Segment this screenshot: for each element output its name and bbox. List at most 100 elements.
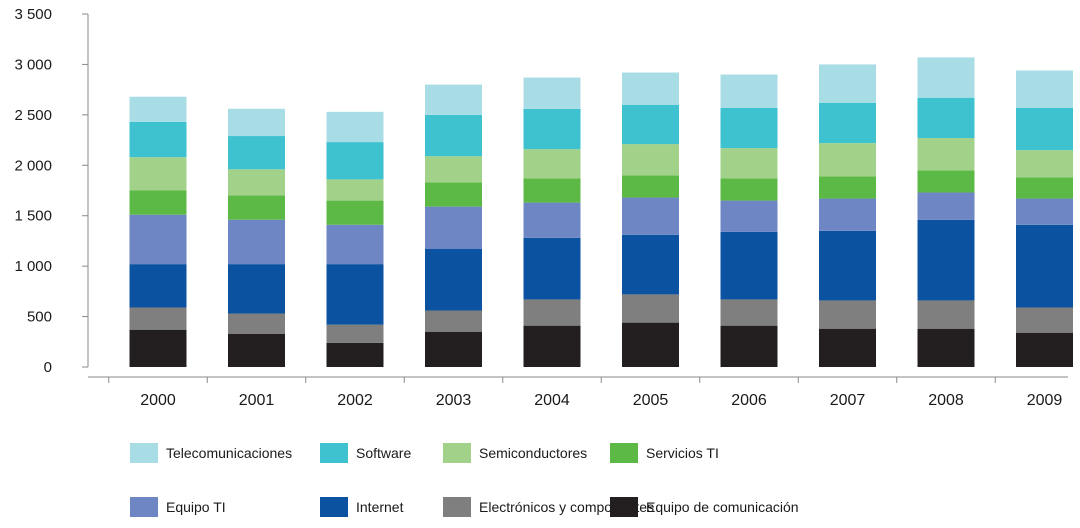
bar-segment-internet — [129, 264, 187, 308]
legend-swatch-electronicos-y-componentes — [443, 497, 471, 517]
bar-segment-equipo-ti — [228, 219, 285, 265]
bar-segment-semiconductores — [129, 157, 187, 191]
bar-segment-electronicos-y-componentes — [129, 307, 187, 330]
bar-segment-telecomunicaciones — [1016, 70, 1073, 108]
bar-segment-servicios-ti — [228, 195, 285, 220]
bar-segment-semiconductores — [819, 143, 876, 177]
x-tick-label: 2008 — [928, 392, 964, 409]
bar-segment-equipo-ti — [129, 214, 187, 265]
bar-segment-servicios-ti — [129, 190, 187, 215]
bar-segment-servicios-ti — [720, 178, 778, 201]
bars — [129, 57, 1073, 367]
y-axis: 0 500 1 000 1 500 2 000 2 500 3 000 3 500 — [14, 6, 89, 376]
bar-segment-equipo-de-comunicacion — [326, 342, 384, 367]
bar-segment-internet — [622, 234, 679, 295]
bar-segment-servicios-ti — [819, 176, 876, 199]
bar-segment-internet — [425, 248, 482, 311]
legend-swatch-internet — [320, 497, 348, 517]
bar-segment-semiconductores — [1016, 150, 1073, 178]
legend-label-software: Software — [356, 445, 411, 461]
bar-segment-equipo-de-comunicacion — [1016, 332, 1073, 367]
y-tick-label: 3 000 — [14, 56, 52, 73]
bar-segment-electronicos-y-componentes — [425, 310, 482, 332]
bar-segment-semiconductores — [425, 156, 482, 183]
legend-label-semiconductores: Semiconductores — [479, 445, 587, 461]
bar-segment-equipo-de-comunicacion — [720, 325, 778, 367]
bar-segment-electronicos-y-componentes — [917, 300, 975, 329]
bar-segment-telecomunicaciones — [917, 57, 975, 98]
bar-segment-internet — [819, 230, 876, 301]
legend-swatch-telecomunicaciones — [130, 443, 158, 463]
bar-segment-software — [228, 136, 285, 170]
x-tick-label: 2002 — [337, 392, 373, 409]
x-axis: 2000 2001 2002 2003 2004 2005 2006 2007 2008 2009 — [88, 376, 1068, 409]
bar-segment-software — [819, 102, 876, 144]
legend-label-telecomunicaciones: Telecomunicaciones — [166, 445, 292, 461]
x-tick-label: 2009 — [1027, 392, 1063, 409]
bar-segment-equipo-ti — [523, 202, 581, 238]
x-tick-label: 2000 — [140, 392, 176, 409]
bar-segment-telecomunicaciones — [523, 77, 581, 109]
legend-swatch-equipo-ti — [130, 497, 158, 517]
legend-label-servicios-ti: Servicios TI — [646, 445, 719, 461]
legend-label-internet: Internet — [356, 499, 404, 515]
legend-swatch-servicios-ti — [610, 443, 638, 463]
bar-segment-servicios-ti — [622, 175, 679, 198]
bar-segment-semiconductores — [326, 179, 384, 201]
bar-segment-internet — [917, 219, 975, 301]
bar-segment-equipo-de-comunicacion — [819, 328, 876, 367]
bar-segment-internet — [228, 264, 285, 314]
y-tick-label: 0 — [44, 359, 52, 376]
bar-segment-equipo-ti — [917, 192, 975, 220]
bar-segment-equipo-ti — [326, 224, 384, 265]
bar-segment-equipo-de-comunicacion — [917, 328, 975, 367]
bar-segment-software — [326, 142, 384, 180]
bar-segment-electronicos-y-componentes — [622, 294, 679, 323]
legend: Telecomunicaciones Software Semiconductore… — [130, 443, 799, 517]
bar-segment-telecomunicaciones — [425, 84, 482, 115]
bar-segment-equipo-de-comunicacion — [622, 322, 679, 367]
y-tick-label: 1 500 — [14, 208, 52, 225]
legend-swatch-software — [320, 443, 348, 463]
bar-segment-semiconductores — [917, 138, 975, 171]
x-tick-label: 2006 — [731, 392, 767, 409]
bar-segment-equipo-ti — [720, 200, 778, 232]
bar-segment-software — [425, 114, 482, 157]
bar-segment-servicios-ti — [1016, 177, 1073, 199]
x-tick-label: 2004 — [534, 392, 570, 409]
y-tick-label: 1 000 — [14, 258, 52, 275]
bar-segment-equipo-ti — [819, 198, 876, 231]
bar-segment-electronicos-y-componentes — [523, 299, 581, 326]
bar-segment-electronicos-y-componentes — [326, 324, 384, 343]
legend-label-equipo-ti: Equipo TI — [166, 499, 226, 515]
bar-segment-telecomunicaciones — [129, 96, 187, 122]
bar-segment-software — [917, 97, 975, 139]
x-tick-label: 2007 — [830, 392, 866, 409]
bar-segment-equipo-de-comunicacion — [129, 329, 187, 367]
bar-segment-semiconductores — [622, 144, 679, 176]
bar-segment-software — [720, 107, 778, 149]
y-tick-label: 2 500 — [14, 107, 52, 124]
bar-segment-software — [523, 108, 581, 150]
bar-segment-equipo-ti — [622, 197, 679, 235]
bar-segment-electronicos-y-componentes — [228, 313, 285, 334]
bar-segment-equipo-de-comunicacion — [425, 331, 482, 367]
bar-segment-software — [129, 121, 187, 158]
legend-swatch-equipo-de-comunicacion — [610, 497, 638, 517]
bar-segment-electronicos-y-componentes — [1016, 307, 1073, 333]
bar-segment-servicios-ti — [425, 182, 482, 207]
bar-segment-internet — [523, 237, 581, 300]
bar-segment-semiconductores — [720, 148, 778, 179]
bar-segment-internet — [720, 231, 778, 300]
bar-segment-servicios-ti — [523, 178, 581, 203]
bar-segment-semiconductores — [523, 149, 581, 179]
x-tick-label: 2005 — [633, 392, 669, 409]
bar-segment-telecomunicaciones — [720, 74, 778, 108]
bar-segment-semiconductores — [228, 169, 285, 196]
bar-segment-telecomunicaciones — [228, 108, 285, 137]
legend-swatch-semiconductores — [443, 443, 471, 463]
bar-segment-software — [622, 104, 679, 145]
bar-segment-equipo-de-comunicacion — [523, 325, 581, 367]
